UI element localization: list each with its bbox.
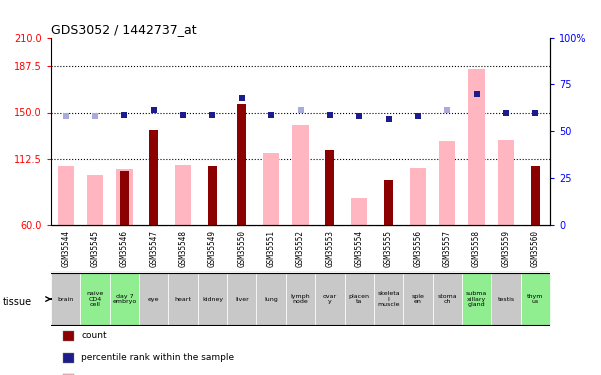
Text: GSM35553: GSM35553	[325, 230, 334, 267]
Bar	[462, 273, 491, 325]
Bar	[87, 175, 103, 225]
Text: GSM35545: GSM35545	[91, 230, 100, 267]
Bar	[293, 125, 308, 225]
Bar	[531, 166, 540, 225]
Text: GSM35557: GSM35557	[443, 230, 452, 267]
Bar	[351, 198, 367, 225]
Text: placen
ta: placen ta	[349, 294, 370, 304]
Text: stoma
ch: stoma ch	[438, 294, 457, 304]
Bar	[51, 273, 81, 325]
Text: GSM35550: GSM35550	[237, 230, 246, 267]
Bar	[237, 104, 246, 225]
Text: sple
en: sple en	[412, 294, 424, 304]
Text: GSM35547: GSM35547	[149, 230, 158, 267]
Text: GDS3052 / 1442737_at: GDS3052 / 1442737_at	[51, 23, 197, 36]
Text: day 7
embryо: day 7 embryо	[112, 294, 136, 304]
Bar	[110, 273, 139, 325]
Bar	[208, 166, 217, 225]
Text: percentile rank within the sample: percentile rank within the sample	[81, 353, 234, 362]
Text: GSM35546: GSM35546	[120, 230, 129, 267]
Text: GSM35552: GSM35552	[296, 230, 305, 267]
Text: ovar
y: ovar y	[323, 294, 337, 304]
Bar	[410, 168, 426, 225]
Bar	[374, 273, 403, 325]
Text: GSM35544: GSM35544	[61, 230, 70, 267]
Bar	[263, 153, 279, 225]
Text: testis: testis	[498, 297, 514, 302]
Text: naive
CD4
cell: naive CD4 cell	[87, 291, 104, 307]
Bar	[439, 141, 456, 225]
Text: GSM35551: GSM35551	[267, 230, 276, 267]
Bar	[469, 69, 484, 225]
Bar	[520, 273, 550, 325]
Text: brain: brain	[58, 297, 74, 302]
Text: GSM35554: GSM35554	[355, 230, 364, 267]
Text: GSM35555: GSM35555	[384, 230, 393, 267]
Bar	[198, 273, 227, 325]
Bar	[150, 130, 158, 225]
Bar	[315, 273, 344, 325]
Bar	[175, 165, 191, 225]
Text: heart: heart	[175, 297, 192, 302]
Bar	[139, 273, 168, 325]
Text: GSM35560: GSM35560	[531, 230, 540, 267]
Bar	[117, 169, 132, 225]
Text: GSM35559: GSM35559	[501, 230, 510, 267]
Bar	[326, 150, 334, 225]
Bar	[498, 140, 514, 225]
Text: count: count	[81, 332, 107, 340]
Bar	[491, 273, 520, 325]
Bar	[403, 273, 433, 325]
Text: subma
xillary
gland: subma xillary gland	[466, 291, 487, 307]
Bar	[58, 166, 74, 225]
Bar	[227, 273, 257, 325]
Text: lymph
node: lymph node	[291, 294, 310, 304]
Text: GSM35558: GSM35558	[472, 230, 481, 267]
Bar	[81, 273, 110, 325]
Text: GSM35556: GSM35556	[413, 230, 423, 267]
Bar	[384, 180, 393, 225]
Bar	[168, 273, 198, 325]
Bar	[286, 273, 315, 325]
Text: GSM35548: GSM35548	[178, 230, 188, 267]
Text: skeleta
l
muscle: skeleta l muscle	[377, 291, 400, 307]
Bar	[257, 273, 286, 325]
Text: liver: liver	[235, 297, 249, 302]
Text: thym
us: thym us	[527, 294, 543, 304]
Text: kidney: kidney	[202, 297, 223, 302]
Text: eye: eye	[148, 297, 159, 302]
Text: tissue: tissue	[3, 297, 32, 307]
Text: GSM35549: GSM35549	[208, 230, 217, 267]
Text: lung: lung	[264, 297, 278, 302]
Bar	[344, 273, 374, 325]
Bar	[433, 273, 462, 325]
Bar	[120, 171, 129, 225]
